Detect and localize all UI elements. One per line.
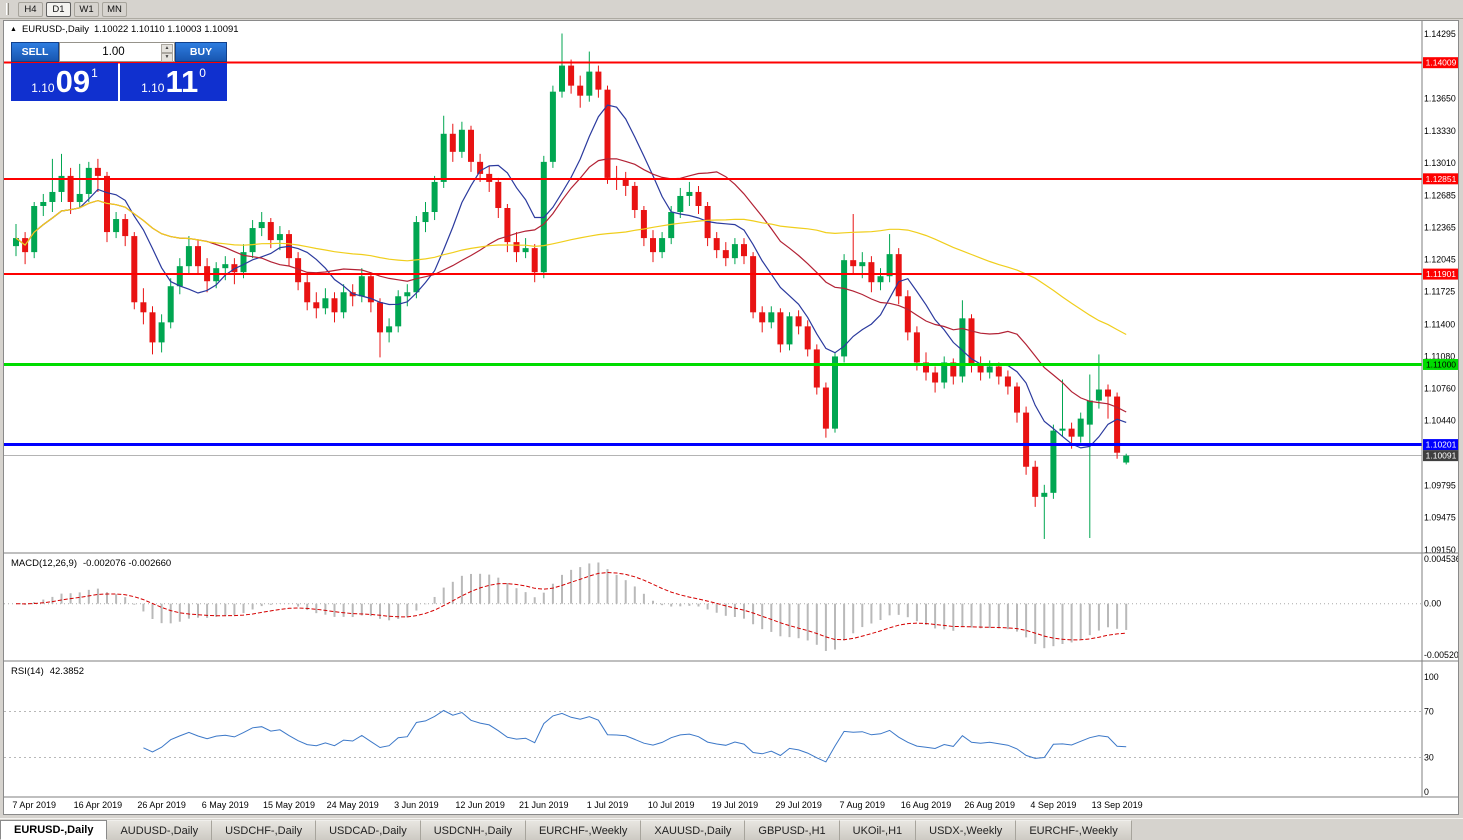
- candles-layer: [13, 33, 1130, 539]
- chart-tab-2[interactable]: AUDUSD-,Daily: [107, 820, 213, 840]
- svg-text:30: 30: [1424, 753, 1434, 763]
- timeframe-toolbar: H4 D1 W1 MN: [0, 0, 1463, 19]
- svg-text:1.11725: 1.11725: [1424, 287, 1455, 297]
- svg-text:1.10440: 1.10440: [1424, 416, 1456, 426]
- svg-text:1.11080: 1.11080: [1424, 351, 1455, 361]
- one-click-trading-panel: SELL 1.00 ▲ ▼ BUY 1.10 09 1 1.10 11 0: [11, 42, 227, 101]
- svg-text:1.09150: 1.09150: [1424, 545, 1456, 555]
- svg-text:1.14295: 1.14295: [1424, 29, 1456, 39]
- rsi-header: RSI(14) 42.3852: [11, 666, 84, 677]
- chart-tab-8[interactable]: GBPUSD-,H1: [745, 820, 840, 840]
- svg-text:1.13650: 1.13650: [1424, 94, 1456, 104]
- svg-text:70: 70: [1424, 707, 1434, 717]
- sell-price-base: 1.10: [31, 81, 55, 95]
- svg-text:29 Jul 2019: 29 Jul 2019: [775, 800, 822, 810]
- svg-text:12 Jun 2019: 12 Jun 2019: [455, 800, 505, 810]
- macd-signal-line: [15, 571, 1127, 641]
- svg-text:24 May 2019: 24 May 2019: [327, 800, 379, 810]
- svg-text:1.10091: 1.10091: [1426, 451, 1457, 461]
- sell-button[interactable]: SELL: [11, 42, 59, 62]
- svg-text:0: 0: [1424, 787, 1429, 797]
- chart-tab-6[interactable]: EURCHF-,Weekly: [525, 820, 642, 840]
- chart-tab-4[interactable]: USDCAD-,Daily: [316, 820, 421, 840]
- svg-text:1.10760: 1.10760: [1424, 384, 1456, 394]
- svg-text:1.11400: 1.11400: [1424, 319, 1455, 329]
- svg-text:1.11000: 1.11000: [1426, 359, 1456, 369]
- svg-text:1.12365: 1.12365: [1424, 223, 1456, 233]
- chart-symbol-label: EURUSD-,Daily: [21, 23, 89, 35]
- chart-tab-11[interactable]: EURCHF-,Weekly: [1016, 820, 1132, 840]
- sell-price-frac: 1: [91, 66, 98, 80]
- chart-tab-10[interactable]: USDX-,Weekly: [916, 820, 1017, 840]
- macd-histogram: [24, 562, 1128, 651]
- toolbar-grip[interactable]: [6, 3, 9, 15]
- svg-text:-0.005205: -0.005205: [1424, 650, 1458, 660]
- volume-down-button[interactable]: ▼: [161, 53, 173, 62]
- svg-text:19 Jul 2019: 19 Jul 2019: [712, 800, 759, 810]
- timeframe-button-h4[interactable]: H4: [18, 1, 43, 17]
- svg-text:3 Jun 2019: 3 Jun 2019: [394, 800, 439, 810]
- chart-tab-1[interactable]: EURUSD-,Daily: [0, 820, 108, 840]
- chart-tab-9[interactable]: UKOil-,H1: [839, 820, 917, 840]
- svg-text:16 Apr 2019: 16 Apr 2019: [74, 800, 123, 810]
- svg-text:13 Sep 2019: 13 Sep 2019: [1092, 800, 1143, 810]
- timeframe-button-mn[interactable]: MN: [102, 1, 127, 17]
- svg-text:1.12851: 1.12851: [1426, 174, 1457, 184]
- svg-text:0.004536: 0.004536: [1424, 554, 1458, 564]
- rsi-value: 42.3852: [49, 666, 85, 677]
- chart-tab-5[interactable]: USDCNH-,Daily: [420, 820, 526, 840]
- volume-up-button[interactable]: ▲: [161, 44, 173, 53]
- sell-price-pips: 09: [55, 64, 91, 99]
- svg-text:7 Apr 2019: 7 Apr 2019: [12, 800, 56, 810]
- svg-text:7 Aug 2019: 7 Aug 2019: [840, 800, 886, 810]
- svg-text:1.10201: 1.10201: [1426, 440, 1457, 450]
- timeframe-button-w1[interactable]: W1: [74, 1, 99, 17]
- buy-price-base: 1.10: [141, 81, 165, 95]
- chart-symbol-marker-icon: ▲: [10, 25, 17, 33]
- rsi-line: [143, 709, 1127, 763]
- buy-price-display[interactable]: 1.10 11 0: [120, 63, 227, 101]
- sell-price-display[interactable]: 1.10 09 1: [11, 63, 118, 101]
- svg-text:1.09475: 1.09475: [1424, 512, 1456, 522]
- macd-name: MACD(12,26,9): [11, 558, 77, 569]
- volume-field[interactable]: 1.00 ▲ ▼: [59, 42, 175, 62]
- chart-tab-7[interactable]: XAUUSD-,Daily: [641, 820, 746, 840]
- svg-text:100: 100: [1424, 672, 1439, 682]
- svg-text:1.11901: 1.11901: [1426, 269, 1456, 279]
- svg-text:1.12045: 1.12045: [1424, 255, 1456, 265]
- svg-text:0.00: 0.00: [1424, 599, 1441, 609]
- svg-text:10 Jul 2019: 10 Jul 2019: [648, 800, 695, 810]
- buy-price-frac: 0: [199, 66, 206, 80]
- buy-price-pips: 11: [165, 64, 199, 99]
- macd-header: MACD(12,26,9) -0.002076 -0.002660: [11, 558, 171, 569]
- price-chart-canvas[interactable]: 1.142951.139851.136501.133301.130101.126…: [4, 21, 1458, 814]
- svg-text:26 Aug 2019: 26 Aug 2019: [964, 800, 1015, 810]
- svg-text:1.13010: 1.13010: [1424, 158, 1456, 168]
- svg-text:15 May 2019: 15 May 2019: [263, 800, 315, 810]
- volume-value[interactable]: 1.00: [102, 46, 125, 58]
- svg-text:26 Apr 2019: 26 Apr 2019: [137, 800, 186, 810]
- svg-text:1.12685: 1.12685: [1424, 190, 1456, 200]
- chart-title: ▲ EURUSD-,Daily 1.10022 1.10110 1.10003 …: [10, 23, 239, 35]
- svg-text:4 Sep 2019: 4 Sep 2019: [1030, 800, 1076, 810]
- svg-text:21 Jun 2019: 21 Jun 2019: [519, 800, 569, 810]
- rsi-name: RSI(14): [11, 666, 44, 677]
- chart-tab-3[interactable]: USDCHF-,Daily: [212, 820, 317, 840]
- svg-text:1.13330: 1.13330: [1424, 126, 1456, 136]
- svg-text:1 Jul 2019: 1 Jul 2019: [587, 800, 629, 810]
- buy-button[interactable]: BUY: [175, 42, 227, 62]
- macd-values: -0.002076 -0.002660: [83, 558, 172, 569]
- timeframe-button-d1[interactable]: D1: [46, 1, 71, 17]
- svg-text:1.14009: 1.14009: [1426, 58, 1457, 68]
- svg-text:1.09795: 1.09795: [1424, 480, 1456, 490]
- volume-stepper: ▲ ▼: [161, 44, 173, 62]
- svg-text:16 Aug 2019: 16 Aug 2019: [901, 800, 952, 810]
- chart-window: 1.142951.139851.136501.133301.130101.126…: [3, 20, 1459, 815]
- chart-tabs-bar: EURUSD-,Daily AUDUSD-,Daily USDCHF-,Daily U…: [0, 818, 1463, 840]
- svg-text:6 May 2019: 6 May 2019: [202, 800, 249, 810]
- chart-ohlc-values: 1.10022 1.10110 1.10003 1.10091: [93, 23, 239, 35]
